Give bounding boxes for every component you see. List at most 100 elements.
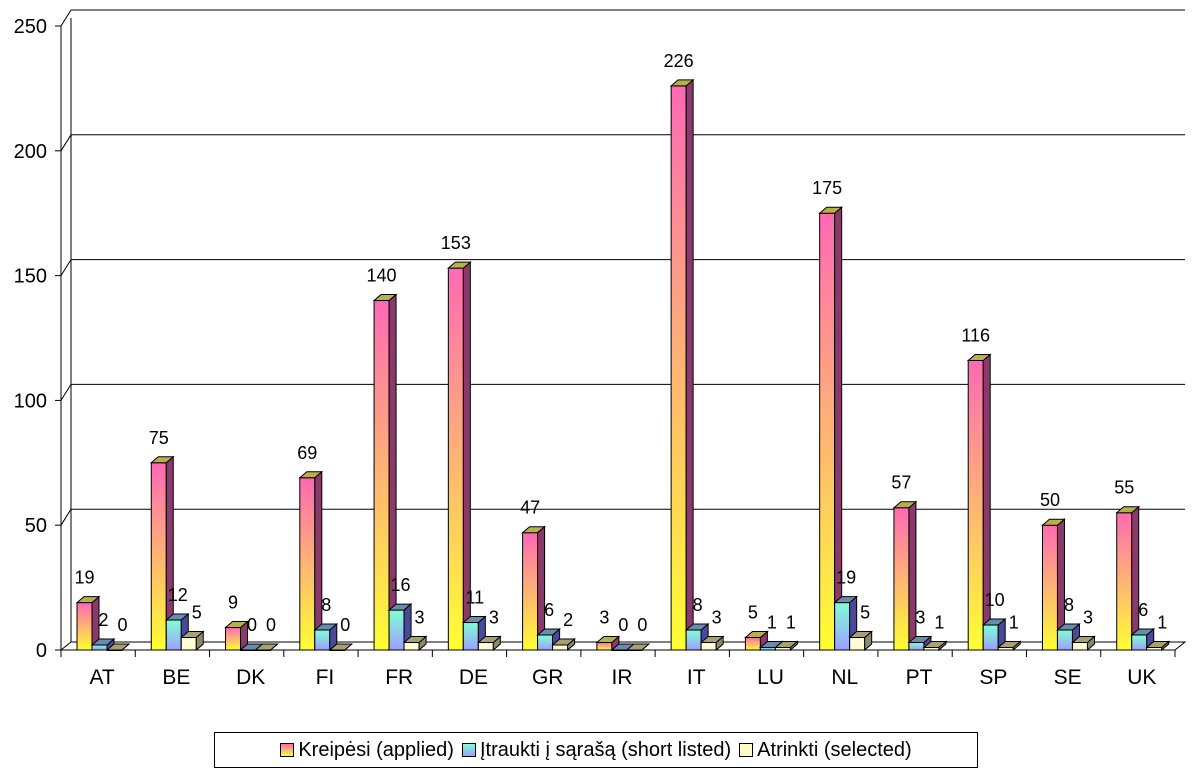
bar-top bbox=[1130, 628, 1156, 636]
bar-top bbox=[446, 261, 472, 269]
bar-front bbox=[670, 85, 687, 651]
legend-item-selected: Atrinkti (selected) bbox=[739, 739, 912, 762]
bar-top bbox=[105, 643, 131, 651]
data-label: 2 bbox=[563, 610, 573, 630]
bar-front bbox=[388, 609, 405, 651]
x-tick-label: BE bbox=[162, 666, 190, 689]
bars bbox=[75, 78, 1171, 652]
data-label: 2 bbox=[98, 610, 108, 630]
data-label: 3 bbox=[415, 608, 425, 628]
bar-front bbox=[744, 637, 761, 651]
data-label: 1 bbox=[1157, 613, 1167, 633]
bar bbox=[981, 617, 1007, 652]
data-label: 10 bbox=[985, 590, 1005, 610]
bar-front bbox=[1116, 512, 1133, 651]
data-label: 5 bbox=[192, 603, 202, 623]
bar-top bbox=[551, 638, 576, 646]
y-tick-label: 0 bbox=[36, 640, 47, 662]
bar-front bbox=[893, 507, 910, 651]
data-label: 5 bbox=[748, 603, 758, 623]
bar-top bbox=[179, 631, 205, 639]
data-label: 11 bbox=[465, 588, 484, 608]
data-label: 50 bbox=[1040, 490, 1060, 510]
bar bbox=[75, 595, 101, 652]
data-label: 16 bbox=[391, 575, 411, 595]
bar-top bbox=[699, 636, 725, 644]
bar-top bbox=[1071, 636, 1096, 644]
bar-top bbox=[328, 643, 354, 651]
bar-top bbox=[966, 353, 992, 361]
data-label: 3 bbox=[599, 608, 609, 628]
bar bbox=[551, 637, 576, 652]
data-label: 0 bbox=[340, 615, 350, 635]
data-label: 3 bbox=[489, 608, 499, 628]
bar-top bbox=[892, 501, 918, 509]
bar-top bbox=[254, 643, 279, 651]
x-tick-label: DE bbox=[459, 666, 488, 689]
bar-side bbox=[685, 78, 694, 652]
x-tick-label: SE bbox=[1054, 666, 1082, 689]
bar-top bbox=[521, 526, 546, 534]
bar bbox=[372, 293, 398, 652]
legend-swatch-applied bbox=[280, 743, 295, 757]
data-label: 3 bbox=[915, 608, 925, 628]
bar-front bbox=[403, 642, 420, 651]
bar bbox=[105, 643, 131, 651]
bar-front bbox=[314, 629, 331, 651]
bar-front bbox=[299, 477, 316, 651]
x-tick-label: AT bbox=[89, 666, 114, 689]
gridlines bbox=[60, 9, 1185, 526]
bar-top bbox=[907, 636, 933, 644]
bar-front bbox=[596, 642, 613, 651]
y-tick-label: 150 bbox=[14, 266, 47, 288]
legend-label-selected: Atrinkti (selected) bbox=[757, 738, 912, 761]
bar-front bbox=[165, 619, 182, 651]
legend-item-short-listed: Įtraukti į sąrašą (short listed) bbox=[461, 739, 731, 762]
bar-front bbox=[1131, 634, 1148, 651]
bar bbox=[1041, 518, 1066, 652]
bar-front bbox=[150, 462, 167, 651]
data-label: 0 bbox=[637, 615, 647, 635]
bar-front bbox=[834, 602, 851, 651]
gridline-depth bbox=[60, 134, 72, 152]
bar bbox=[699, 635, 725, 652]
bar-top bbox=[595, 636, 621, 644]
bar-front bbox=[91, 644, 108, 651]
bar-front bbox=[982, 624, 999, 651]
bar-top bbox=[75, 596, 101, 604]
bar-top bbox=[981, 618, 1007, 626]
bar-front bbox=[477, 642, 494, 651]
data-label: 6 bbox=[1138, 600, 1148, 620]
bar bbox=[387, 602, 413, 652]
gridline-depth bbox=[60, 384, 72, 401]
bar-side bbox=[388, 293, 397, 652]
bar bbox=[328, 643, 354, 651]
legend-swatch-short-listed bbox=[461, 743, 476, 757]
gridline-depth bbox=[60, 259, 72, 276]
bar bbox=[446, 261, 472, 652]
data-label: 9 bbox=[228, 593, 238, 613]
bar-top bbox=[684, 623, 710, 631]
bar-top bbox=[476, 636, 502, 644]
data-label: 5 bbox=[860, 603, 870, 623]
bar-top bbox=[833, 596, 859, 604]
bar-front bbox=[1041, 524, 1058, 651]
y-tick-label: 50 bbox=[25, 515, 47, 537]
bar bbox=[818, 206, 844, 652]
x-tick-label: NL bbox=[831, 666, 858, 689]
x-tick-label: UK bbox=[1127, 666, 1156, 689]
data-label: 57 bbox=[891, 473, 911, 493]
bar bbox=[595, 635, 621, 652]
bar-front bbox=[180, 637, 197, 651]
bar-top bbox=[164, 613, 190, 621]
x-tick-label: FR bbox=[385, 666, 413, 689]
data-label: 0 bbox=[247, 615, 257, 635]
bar-top bbox=[149, 456, 175, 464]
bar-top bbox=[1041, 518, 1066, 526]
data-label: 69 bbox=[297, 443, 317, 463]
data-label: 12 bbox=[168, 585, 188, 605]
y-tick-label: 100 bbox=[14, 390, 47, 412]
data-label: 75 bbox=[149, 428, 169, 448]
